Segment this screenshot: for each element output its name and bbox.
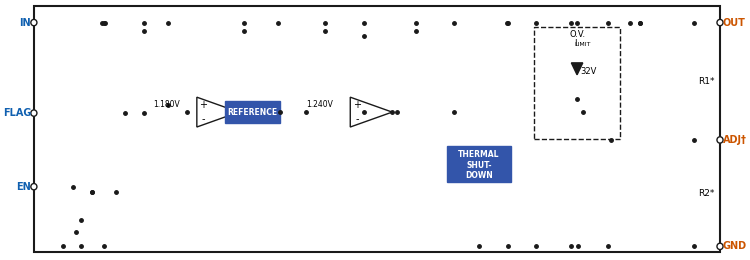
Text: -: - bbox=[356, 115, 358, 125]
Circle shape bbox=[31, 110, 37, 116]
Text: REFERENCE: REFERENCE bbox=[227, 108, 278, 116]
Text: -: - bbox=[202, 115, 206, 125]
Text: I: I bbox=[574, 39, 577, 48]
Text: LIMIT: LIMIT bbox=[574, 42, 591, 47]
FancyBboxPatch shape bbox=[226, 101, 280, 123]
Text: EN: EN bbox=[16, 182, 31, 192]
FancyBboxPatch shape bbox=[446, 146, 512, 182]
Text: IN: IN bbox=[20, 18, 31, 28]
Text: GND: GND bbox=[723, 241, 747, 251]
Text: R1*: R1* bbox=[698, 77, 715, 86]
FancyBboxPatch shape bbox=[34, 6, 720, 252]
Text: ADJ†: ADJ† bbox=[723, 135, 747, 145]
Circle shape bbox=[31, 184, 37, 190]
Text: 1.180V: 1.180V bbox=[153, 100, 180, 109]
Polygon shape bbox=[196, 97, 238, 127]
Text: FLAG: FLAG bbox=[3, 108, 31, 118]
Text: SHUT-: SHUT- bbox=[466, 161, 492, 170]
Circle shape bbox=[31, 20, 37, 26]
Circle shape bbox=[717, 20, 723, 26]
Text: +: + bbox=[200, 100, 208, 110]
Text: OUT: OUT bbox=[723, 18, 746, 28]
Text: O.V.: O.V. bbox=[569, 30, 585, 39]
Text: 32V: 32V bbox=[580, 67, 597, 76]
Bar bbox=[534, 27, 620, 139]
Text: THERMAL: THERMAL bbox=[458, 150, 500, 159]
Circle shape bbox=[717, 243, 723, 250]
Polygon shape bbox=[572, 63, 583, 75]
Text: 1.240V: 1.240V bbox=[306, 100, 333, 109]
Text: R2*: R2* bbox=[698, 189, 715, 198]
Text: DOWN: DOWN bbox=[465, 171, 493, 180]
Polygon shape bbox=[350, 97, 392, 127]
Circle shape bbox=[717, 137, 723, 143]
Text: +: + bbox=[353, 100, 361, 110]
